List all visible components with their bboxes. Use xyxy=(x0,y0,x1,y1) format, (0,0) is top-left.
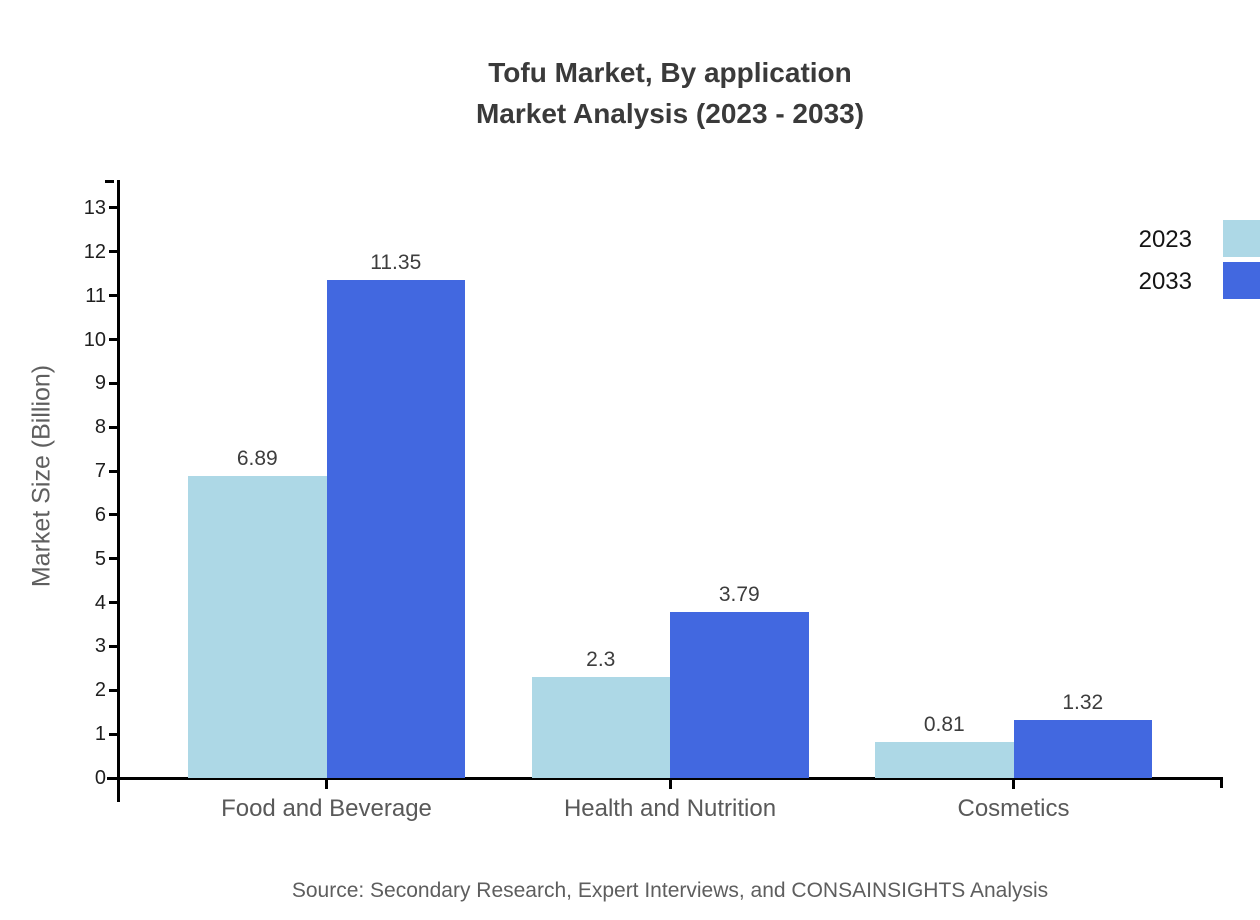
y-tick-label: 3 xyxy=(94,635,106,658)
y-tick-mark xyxy=(109,338,118,341)
y-tick-label: 4 xyxy=(94,591,106,614)
y-tick-label: 10 xyxy=(83,328,106,351)
y-tick-mark xyxy=(109,732,118,736)
y-tick-label: 12 xyxy=(83,240,106,263)
source-note: Source: Secondary Research, Expert Inter… xyxy=(291,879,1049,902)
y-tick-label: 8 xyxy=(94,416,106,439)
y-tick-mark xyxy=(109,601,118,605)
y-axis-line xyxy=(117,180,120,802)
y-axis-end-tick xyxy=(105,180,114,183)
bar-value-label: 11.35 xyxy=(370,251,422,275)
bar-value-label: 1.32 xyxy=(1062,691,1104,715)
legend-label-2023[interactable]: 2023 xyxy=(1138,226,1192,253)
y-tick-mark xyxy=(109,469,118,473)
bar-value-label: 3.79 xyxy=(718,582,760,606)
y-tick-mark xyxy=(109,557,118,561)
y-tick-mark xyxy=(109,776,118,780)
y-tick-mark xyxy=(109,206,118,210)
chart-title-line1: Tofu Market, By application xyxy=(488,57,852,88)
legend-swatch-2023[interactable] xyxy=(1223,220,1260,257)
chart-title-line2: Market Analysis (2023 - 2033) xyxy=(475,98,865,129)
y-tick-label: 7 xyxy=(94,460,106,483)
y-tick-mark xyxy=(109,250,118,254)
x-category-label-health-and-nutrition: Health and Nutrition xyxy=(563,795,777,822)
y-tick-label: 11 xyxy=(85,284,106,307)
x-tick-mark xyxy=(668,779,672,789)
x-tick-mark xyxy=(1012,779,1015,789)
x-tick-mark xyxy=(325,779,328,789)
bar-2023-health-and-nutrition[interactable] xyxy=(531,677,670,778)
legend-label-2033[interactable]: 2033 xyxy=(1138,268,1192,295)
y-tick-mark xyxy=(109,513,118,517)
y-tick-mark xyxy=(109,381,118,385)
bar-2033-food-and-beverage[interactable] xyxy=(326,280,465,778)
x-axis-end-tick xyxy=(1220,778,1223,788)
bar-2033-health-and-nutrition[interactable] xyxy=(670,611,809,778)
x-category-label-food-and-beverage: Food and Beverage xyxy=(221,795,432,822)
legend-swatch-2033[interactable] xyxy=(1223,262,1260,299)
bar-value-label: 6.89 xyxy=(236,446,278,470)
x-category-label-cosmetics: Cosmetics xyxy=(957,795,1070,822)
bar-2023-cosmetics[interactable] xyxy=(875,742,1014,778)
bar-value-label: 0.81 xyxy=(923,713,965,737)
y-tick-label: 0 xyxy=(94,767,106,789)
y-tick-label: 5 xyxy=(94,547,106,570)
y-tick-label: 1 xyxy=(94,723,106,746)
y-tick-mark xyxy=(109,644,118,648)
bar-2033-cosmetics[interactable] xyxy=(1013,720,1152,778)
y-tick-mark xyxy=(109,294,118,298)
bar-2023-food-and-beverage[interactable] xyxy=(188,475,327,778)
bar-value-label: 2.3 xyxy=(586,648,616,672)
y-tick-mark xyxy=(109,688,118,692)
chart-title: Tofu Market, By application Market Analy… xyxy=(118,52,1222,134)
y-tick-label: 13 xyxy=(83,196,106,219)
y-tick-label: 2 xyxy=(94,679,106,702)
x-axis-line xyxy=(107,776,1223,780)
y-tick-mark xyxy=(109,425,118,429)
y-tick-label: 6 xyxy=(94,503,106,526)
y-tick-label: 9 xyxy=(94,372,106,395)
